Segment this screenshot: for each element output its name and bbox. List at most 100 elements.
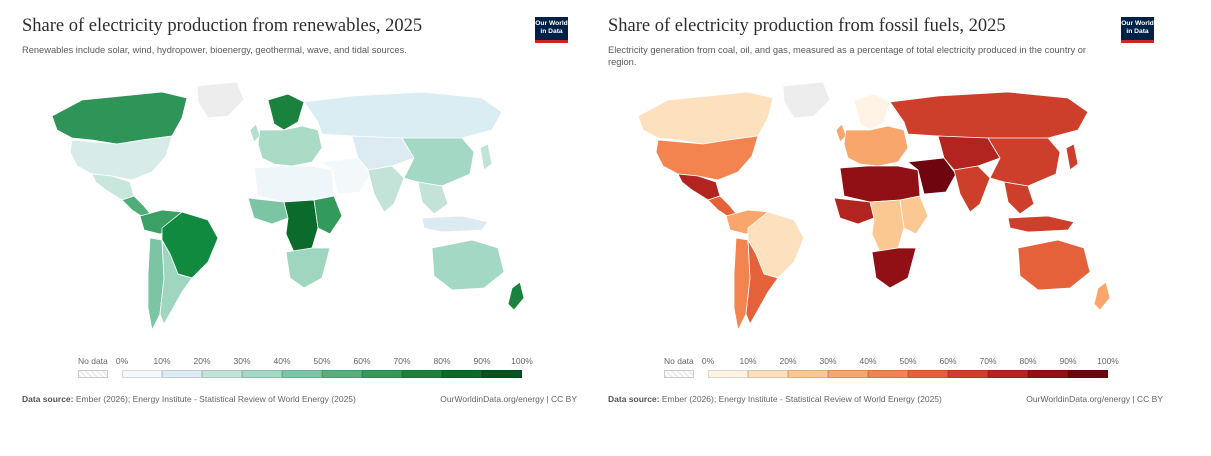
legend-tick-label: 40% (273, 356, 291, 366)
source-text: Ember (2026); Energy Institute - Statist… (661, 394, 942, 404)
no-data-label: No data (78, 356, 108, 366)
region-europe[interactable] (257, 125, 323, 167)
region-russia[interactable] (889, 91, 1089, 141)
logo-line-2: in Data (1126, 27, 1149, 35)
legend-tick-label: 90% (473, 356, 491, 366)
legend-tick-label: 80% (1019, 356, 1037, 366)
region-north-africa[interactable] (253, 165, 335, 203)
chart-subtitle: Electricity generation from coal, oil, a… (608, 45, 1087, 67)
source-link[interactable]: OurWorldinData.org/energy | CC BY (440, 394, 577, 404)
region-southern-cone[interactable] (745, 239, 779, 325)
region-greenland[interactable] (196, 81, 245, 119)
renewables-panel: Share of electricity production from ren… (22, 0, 582, 420)
region-southern-africa[interactable] (871, 247, 917, 289)
legend-swatch[interactable] (1028, 370, 1068, 378)
source-text: Ember (2026); Energy Institute - Statist… (75, 394, 356, 404)
region-southeast-asia[interactable] (1003, 181, 1035, 215)
legend-swatch[interactable] (402, 370, 442, 378)
legend-tick-label: 30% (819, 356, 837, 366)
region-east-africa[interactable] (313, 195, 343, 235)
legend-swatch[interactable] (242, 370, 282, 378)
legend-swatch[interactable] (482, 370, 522, 378)
region-greenland[interactable] (782, 81, 831, 119)
legend-swatch[interactable] (828, 370, 868, 378)
chart-footer: Data source: Ember (2026); Energy Instit… (22, 394, 577, 404)
legend-tick-label: 40% (859, 356, 877, 366)
legend-swatch[interactable] (1068, 370, 1108, 378)
legend-tick-label: 60% (353, 356, 371, 366)
legend-swatch[interactable] (362, 370, 402, 378)
region-new-zealand[interactable] (507, 281, 525, 311)
legend-tick-label: 10% (153, 356, 171, 366)
owid-logo[interactable]: Our World in Data (535, 17, 568, 43)
legend-swatch[interactable] (282, 370, 322, 378)
legend-swatch[interactable] (202, 370, 242, 378)
legend-swatch[interactable] (788, 370, 828, 378)
region-indonesia[interactable] (1007, 215, 1075, 233)
region-usa[interactable] (69, 135, 173, 181)
fossil-panel: Share of electricity production from fos… (608, 0, 1168, 420)
color-legend: No data 0% 10% 20% 30% 40% 50% 60% 70% 80% 90% 100… (608, 356, 1128, 386)
region-north-africa[interactable] (839, 165, 921, 203)
legend-tick-label: 20% (193, 356, 211, 366)
region-india[interactable] (953, 165, 991, 213)
legend-swatch[interactable] (708, 370, 748, 378)
legend-tick-label: 30% (233, 356, 251, 366)
legend-swatch[interactable] (948, 370, 988, 378)
source-label: Data source: (22, 394, 74, 404)
legend-swatch[interactable] (868, 370, 908, 378)
no-data-swatch (664, 370, 694, 378)
chart-title: Share of electricity production from ren… (22, 16, 423, 36)
region-canada[interactable] (51, 91, 188, 145)
legend-tick-label: 0% (115, 356, 129, 366)
region-japan[interactable] (1065, 143, 1079, 171)
legend-tick-label: 90% (1059, 356, 1077, 366)
region-central-africa[interactable] (283, 199, 319, 253)
region-new-zealand[interactable] (1093, 281, 1111, 311)
legend-swatch[interactable] (322, 370, 362, 378)
legend-swatch[interactable] (988, 370, 1028, 378)
legend-tick-label: 10% (739, 356, 757, 366)
no-data-swatch (78, 370, 108, 378)
region-southeast-asia[interactable] (417, 181, 449, 215)
region-europe[interactable] (843, 125, 909, 167)
legend-swatch[interactable] (442, 370, 482, 378)
legend-tick-label: 50% (313, 356, 331, 366)
legend-tick-label: 100% (511, 356, 533, 366)
legend-tick-label: 70% (393, 356, 411, 366)
owid-logo[interactable]: Our World in Data (1121, 17, 1154, 43)
logo-line-1: Our World (1121, 20, 1154, 27)
legend-swatch[interactable] (122, 370, 162, 378)
region-central-africa[interactable] (869, 199, 905, 253)
region-indonesia[interactable] (421, 215, 489, 233)
logo-line-2: in Data (540, 27, 563, 35)
legend-swatch[interactable] (908, 370, 948, 378)
region-west-africa[interactable] (833, 197, 875, 225)
legend-swatch[interactable] (162, 370, 202, 378)
region-canada[interactable] (637, 91, 774, 145)
source-link[interactable]: OurWorldinData.org/energy | CC BY (1026, 394, 1163, 404)
region-china[interactable] (401, 137, 475, 187)
region-china[interactable] (987, 137, 1061, 187)
chart-title: Share of electricity production from fos… (608, 16, 1006, 36)
region-southern-cone[interactable] (159, 239, 193, 325)
region-australia[interactable] (431, 239, 505, 291)
region-scandinavia[interactable] (853, 93, 891, 131)
region-west-africa[interactable] (247, 197, 289, 225)
legend-tick-label: 0% (701, 356, 715, 366)
region-usa[interactable] (655, 135, 759, 181)
legend-swatch[interactable] (748, 370, 788, 378)
region-japan[interactable] (479, 143, 493, 171)
region-scandinavia[interactable] (267, 93, 305, 131)
region-india[interactable] (367, 165, 405, 213)
color-legend: No data 0% 10% 20% 30% 40% 50% 60% 70% 80% 90% 100… (22, 356, 542, 386)
legend-tick-label: 50% (899, 356, 917, 366)
region-russia[interactable] (303, 91, 503, 141)
region-southern-africa[interactable] (285, 247, 331, 289)
region-australia[interactable] (1017, 239, 1091, 291)
world-map (51, 81, 525, 332)
region-east-africa[interactable] (899, 195, 929, 235)
legend-tick-label: 60% (939, 356, 957, 366)
chart-footer: Data source: Ember (2026); Energy Instit… (608, 394, 1163, 404)
legend-tick-label: 70% (979, 356, 997, 366)
